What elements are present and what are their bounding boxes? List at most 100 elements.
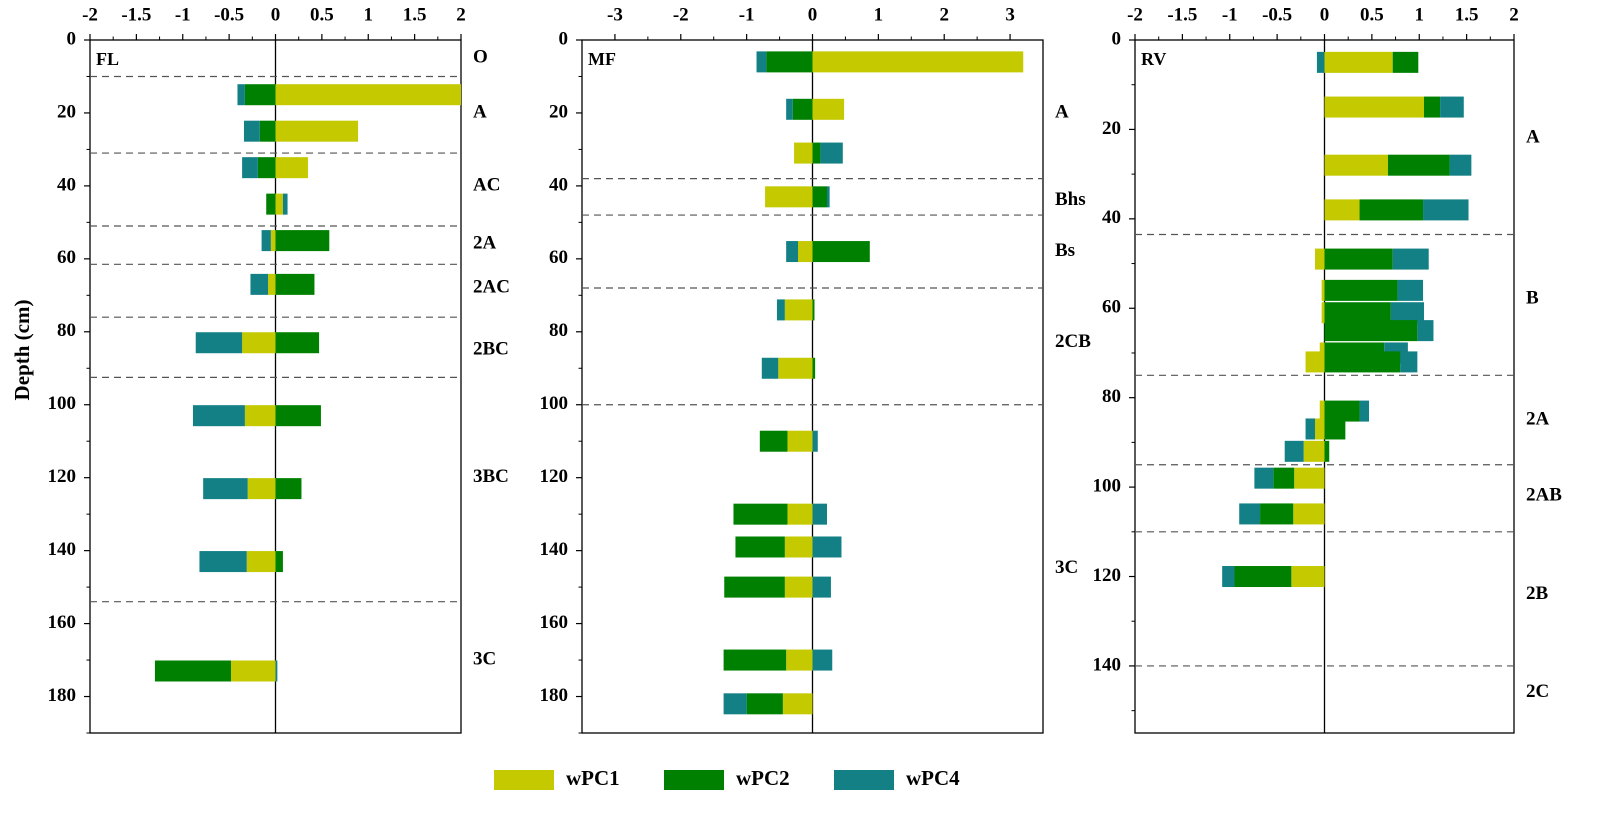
y-tick-label: 160 bbox=[48, 612, 77, 633]
x-tick-label: 1.5 bbox=[403, 4, 427, 25]
bar-wpc4 bbox=[812, 430, 818, 452]
legend-swatch bbox=[494, 770, 554, 790]
bar-wpc4 bbox=[192, 405, 245, 427]
panel-fl: -2 -1.5 -1 -0.5 0 0.5 1 1.5 20204060801001201401… bbox=[48, 4, 510, 734]
bar-wpc1 bbox=[244, 405, 276, 427]
x-tick-label: 0.5 bbox=[1360, 4, 1384, 25]
bar-wpc1 bbox=[1291, 566, 1325, 588]
bar-wpc1 bbox=[1324, 154, 1388, 176]
y-axis: 0 20 40 60 80 100 120 140 bbox=[1093, 28, 1135, 712]
bar-wpc4 bbox=[1305, 418, 1316, 440]
bar-wpc4 bbox=[1440, 96, 1464, 118]
panel-name: FL bbox=[96, 49, 119, 69]
bar-wpc1 bbox=[1293, 503, 1325, 525]
bar-wpc2 bbox=[1324, 400, 1360, 422]
bar-wpc2 bbox=[1387, 154, 1450, 176]
x-tick-label: -2 bbox=[1127, 4, 1143, 25]
horizon-label: 2CB bbox=[1055, 331, 1091, 352]
x-tick-label: 2 bbox=[456, 4, 466, 25]
bar-wpc4 bbox=[1392, 248, 1429, 270]
bars bbox=[154, 84, 461, 682]
x-tick-label: 1 bbox=[874, 4, 884, 25]
bar-wpc4 bbox=[826, 186, 830, 208]
x-axis-top: -2 -1.5 -1 -0.5 0 0.5 1 1.5 2 bbox=[1127, 4, 1519, 40]
bar-wpc4 bbox=[250, 273, 269, 295]
bar-wpc4 bbox=[812, 576, 831, 598]
bar-wpc2 bbox=[746, 693, 783, 715]
horizon-labels: A B 2A 2AB 2B 2C bbox=[1526, 127, 1562, 702]
bar-row bbox=[154, 660, 278, 682]
x-tick-label: 1 bbox=[364, 4, 374, 25]
bar-wpc1 bbox=[778, 357, 813, 379]
horizon-label: 3BC bbox=[473, 466, 509, 487]
bar-wpc4 bbox=[1254, 467, 1274, 489]
bar-wpc2 bbox=[723, 649, 787, 671]
bar-wpc2 bbox=[812, 241, 870, 263]
bar-row bbox=[723, 649, 833, 671]
bar-wpc4 bbox=[243, 120, 260, 142]
horizon-label: A bbox=[1526, 127, 1540, 148]
bar-wpc2 bbox=[735, 536, 785, 558]
y-tick-label: 180 bbox=[540, 685, 569, 706]
x-tick-label: -2 bbox=[82, 4, 98, 25]
bar-row bbox=[724, 576, 831, 598]
bar-wpc1 bbox=[1294, 467, 1325, 489]
bar-row bbox=[1319, 400, 1370, 422]
bar-wpc4 bbox=[1423, 199, 1469, 221]
horizon-label: Bhs bbox=[1055, 189, 1086, 210]
bar-wpc1 bbox=[787, 430, 813, 452]
horizon-label: 2AC bbox=[473, 276, 510, 297]
bar-row bbox=[1305, 418, 1346, 440]
bar-wpc4 bbox=[237, 84, 245, 106]
bar-wpc2 bbox=[733, 503, 788, 525]
y-tick-label: 40 bbox=[57, 174, 76, 195]
y-axis: 0 20 40 60 80 100 120 140 160 180 bbox=[540, 28, 582, 734]
bar-wpc2 bbox=[257, 157, 276, 179]
bar-row bbox=[261, 230, 330, 252]
bar-wpc1 bbox=[765, 186, 813, 208]
bar-row bbox=[242, 157, 308, 179]
bar-wpc2 bbox=[1324, 302, 1391, 324]
legend-swatch bbox=[664, 770, 724, 790]
legend-label: wPC4 bbox=[906, 766, 960, 790]
bar-wpc2 bbox=[275, 332, 320, 354]
y-tick-label: 0 bbox=[1112, 28, 1122, 49]
bar-row bbox=[1222, 566, 1325, 588]
bar-wpc1 bbox=[1324, 199, 1360, 221]
bar-wpc4 bbox=[1400, 351, 1418, 373]
horizon-label: 2BC bbox=[473, 338, 509, 359]
bar-wpc1 bbox=[784, 299, 813, 321]
bar-row bbox=[1321, 279, 1424, 301]
bar-row bbox=[1324, 199, 1469, 221]
y-tick-label: 80 bbox=[1102, 386, 1121, 407]
bar-row bbox=[199, 551, 283, 573]
horizon-boundaries bbox=[582, 178, 1043, 406]
bar-wpc1 bbox=[247, 478, 276, 500]
bar-wpc4 bbox=[723, 693, 747, 715]
bar-wpc2 bbox=[244, 84, 276, 106]
bar-row bbox=[756, 51, 1024, 73]
bar-wpc2 bbox=[812, 357, 816, 379]
y-tick-label: 40 bbox=[549, 174, 568, 195]
x-tick-label: 1.5 bbox=[1455, 4, 1479, 25]
bar-wpc1 bbox=[275, 84, 461, 106]
y-tick-label: 140 bbox=[48, 539, 77, 560]
y-tick-label: 140 bbox=[540, 539, 569, 560]
bar-row bbox=[237, 84, 461, 106]
bar-row bbox=[1284, 440, 1330, 462]
bar-wpc4 bbox=[1449, 154, 1472, 176]
x-tick-label: -1.5 bbox=[121, 4, 151, 25]
y-tick-label: 60 bbox=[549, 247, 568, 268]
bar-wpc1 bbox=[268, 273, 276, 295]
bar-wpc2 bbox=[812, 142, 821, 164]
x-axis-top: -2 -1.5 -1 -0.5 0 0.5 1 1.5 2 bbox=[82, 4, 466, 40]
bar-wpc1 bbox=[1315, 248, 1325, 270]
y-tick-label: 20 bbox=[549, 101, 568, 122]
bar-row bbox=[1254, 467, 1325, 489]
bar-row bbox=[786, 241, 870, 263]
bar-wpc1 bbox=[230, 660, 276, 682]
bar-wpc1 bbox=[242, 332, 276, 354]
bar-wpc4 bbox=[1390, 302, 1424, 324]
panel-mf: -3 -2 -1 0 1 2 3 0 20 40 60 80 100 120 140 160 180 MF A Bhs… bbox=[540, 4, 1091, 734]
y-axis-label: Depth (cm) bbox=[10, 300, 34, 401]
